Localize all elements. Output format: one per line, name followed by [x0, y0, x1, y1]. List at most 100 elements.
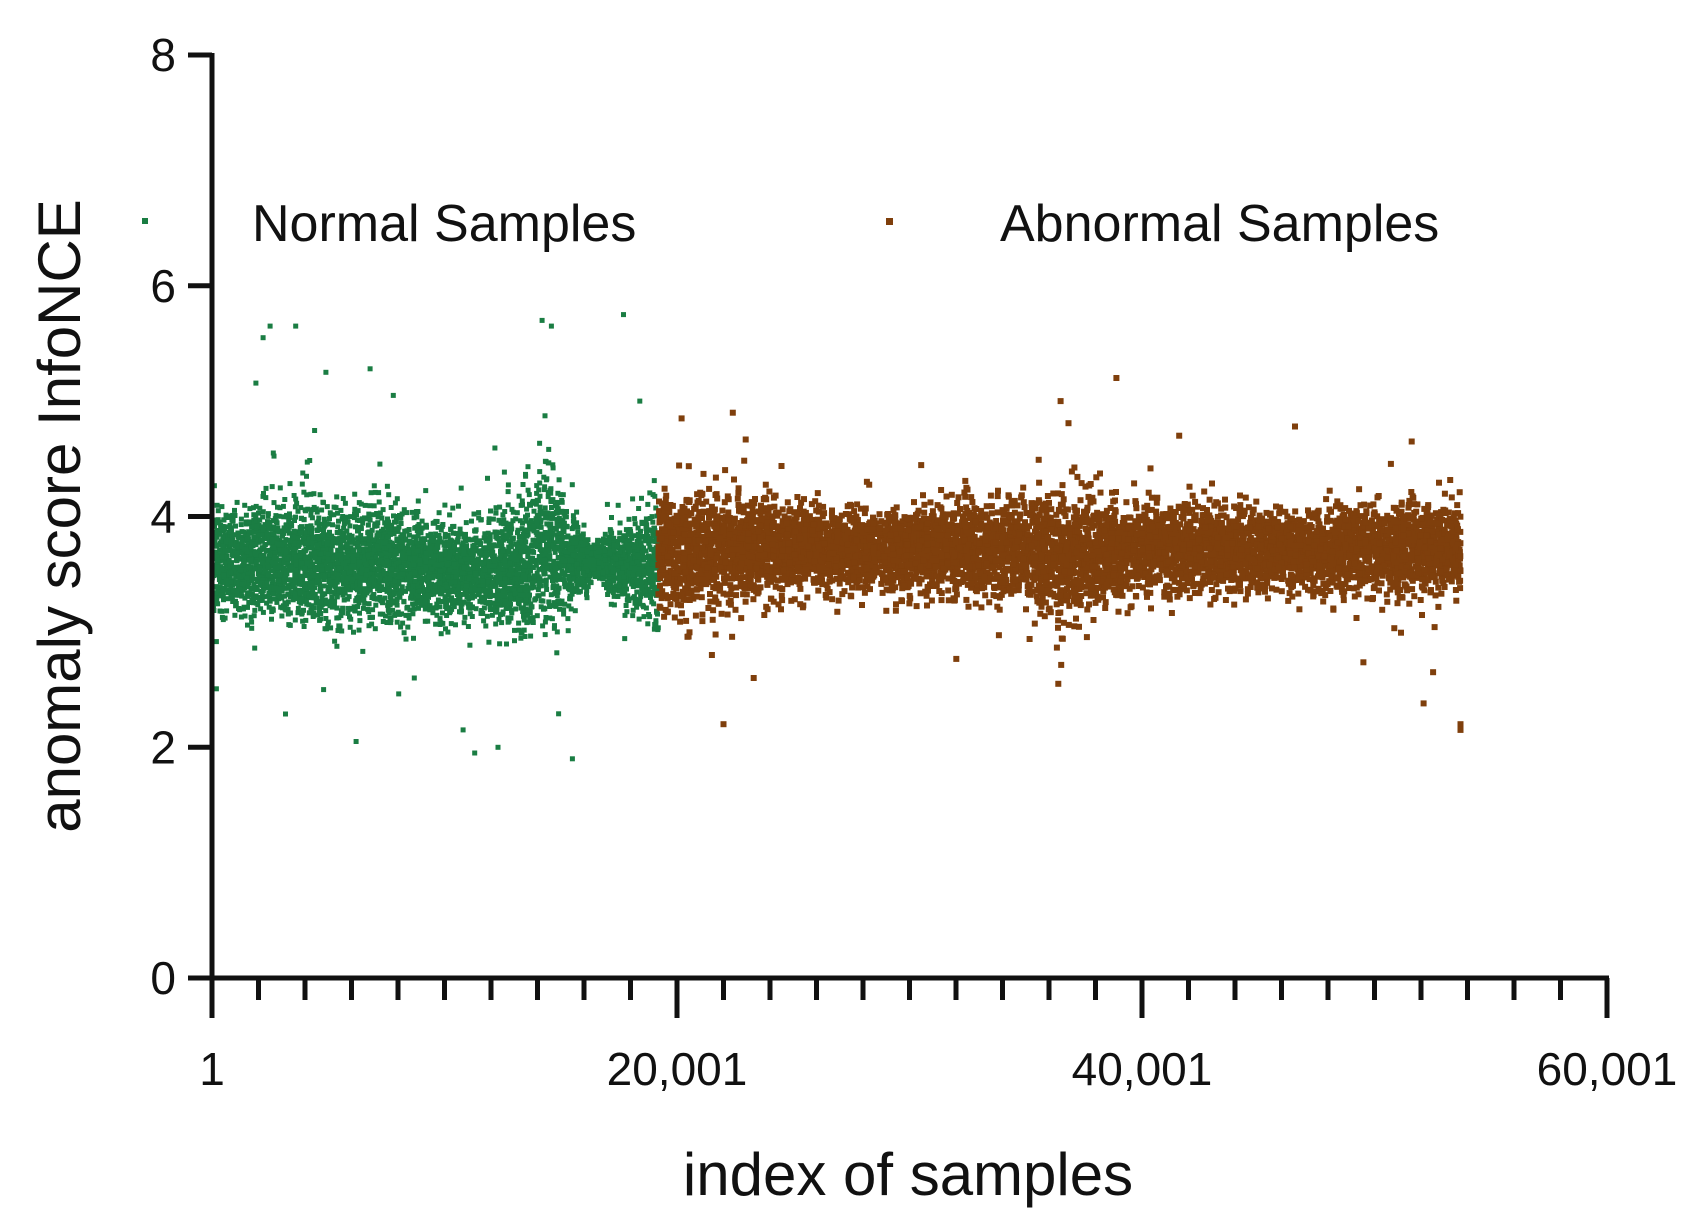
data-point	[222, 585, 228, 591]
data-point	[565, 533, 571, 539]
data-point	[213, 686, 219, 692]
data-point	[616, 575, 622, 581]
data-point	[403, 536, 409, 542]
data-point	[535, 577, 541, 583]
data-point	[358, 526, 364, 532]
data-point	[637, 533, 643, 539]
data-point	[225, 572, 231, 578]
data-point	[621, 591, 627, 596]
data-point	[241, 567, 247, 573]
data-point	[542, 484, 548, 490]
data-point	[340, 610, 346, 616]
data-point	[327, 577, 333, 583]
data-point	[258, 553, 264, 559]
data-point	[447, 512, 453, 518]
data-point	[560, 492, 566, 498]
data-point	[552, 623, 557, 629]
data-point	[468, 556, 474, 562]
data-point	[338, 547, 344, 553]
data-point	[407, 607, 413, 613]
data-point	[343, 579, 349, 585]
data-point	[448, 588, 454, 594]
data-point	[513, 606, 519, 612]
data-point	[427, 603, 433, 609]
data-point	[548, 512, 554, 517]
data-point	[233, 603, 239, 609]
data-point	[635, 525, 641, 531]
data-point	[566, 549, 572, 555]
data-point	[543, 615, 549, 620]
data-point	[415, 548, 421, 554]
data-point	[335, 547, 341, 553]
data-point	[385, 602, 391, 608]
data-point	[216, 542, 222, 548]
data-point	[215, 508, 221, 514]
data-point	[221, 597, 226, 603]
data-point	[466, 576, 472, 582]
data-point	[560, 523, 566, 529]
data-point	[493, 510, 499, 516]
data-point	[446, 542, 452, 548]
data-point	[528, 568, 533, 574]
data-point	[476, 510, 482, 516]
data-point	[528, 543, 534, 549]
data-point	[355, 596, 361, 602]
data-point	[440, 610, 445, 616]
data-point	[580, 570, 586, 576]
data-point	[627, 548, 633, 554]
data-point	[361, 557, 367, 563]
data-point	[298, 530, 304, 536]
data-point	[646, 558, 652, 564]
data-point	[354, 540, 360, 546]
data-point	[316, 515, 322, 521]
data-point	[435, 524, 441, 530]
data-point	[482, 555, 488, 561]
data-point	[222, 554, 228, 560]
data-point	[377, 461, 383, 467]
data-point	[495, 593, 501, 599]
data-point	[351, 604, 357, 610]
data-point	[627, 537, 633, 543]
data-point	[296, 540, 302, 546]
data-point	[530, 498, 536, 504]
data-point	[420, 595, 425, 600]
data-point	[631, 548, 637, 554]
data-point	[437, 536, 443, 542]
data-point	[438, 551, 444, 557]
data-point	[501, 517, 507, 523]
data-point	[485, 589, 491, 595]
data-point	[556, 573, 562, 579]
data-point	[556, 516, 562, 521]
data-point	[433, 518, 439, 524]
data-point	[388, 547, 394, 553]
data-point	[502, 558, 508, 563]
data-point	[567, 587, 573, 593]
data-point	[518, 579, 524, 585]
data-point	[322, 574, 328, 579]
data-point	[295, 508, 301, 514]
data-point	[396, 524, 402, 530]
data-point	[605, 592, 611, 597]
data-point	[585, 584, 591, 590]
data-point	[487, 594, 493, 599]
data-point	[223, 579, 229, 584]
data-point	[325, 566, 331, 572]
data-point	[643, 516, 649, 522]
data-point	[283, 607, 289, 613]
data-point	[427, 542, 433, 548]
data-point	[616, 582, 622, 588]
data-point	[352, 491, 358, 497]
data-point	[568, 566, 574, 572]
data-point	[252, 566, 258, 572]
data-point	[417, 588, 423, 594]
data-point	[318, 583, 324, 589]
data-point	[253, 503, 259, 509]
data-point	[250, 505, 256, 511]
data-point	[375, 520, 381, 526]
data-point	[328, 625, 334, 631]
data-point	[439, 591, 445, 597]
data-point	[346, 551, 352, 557]
data-point	[497, 555, 503, 561]
data-point	[384, 587, 390, 593]
data-point	[512, 576, 518, 582]
